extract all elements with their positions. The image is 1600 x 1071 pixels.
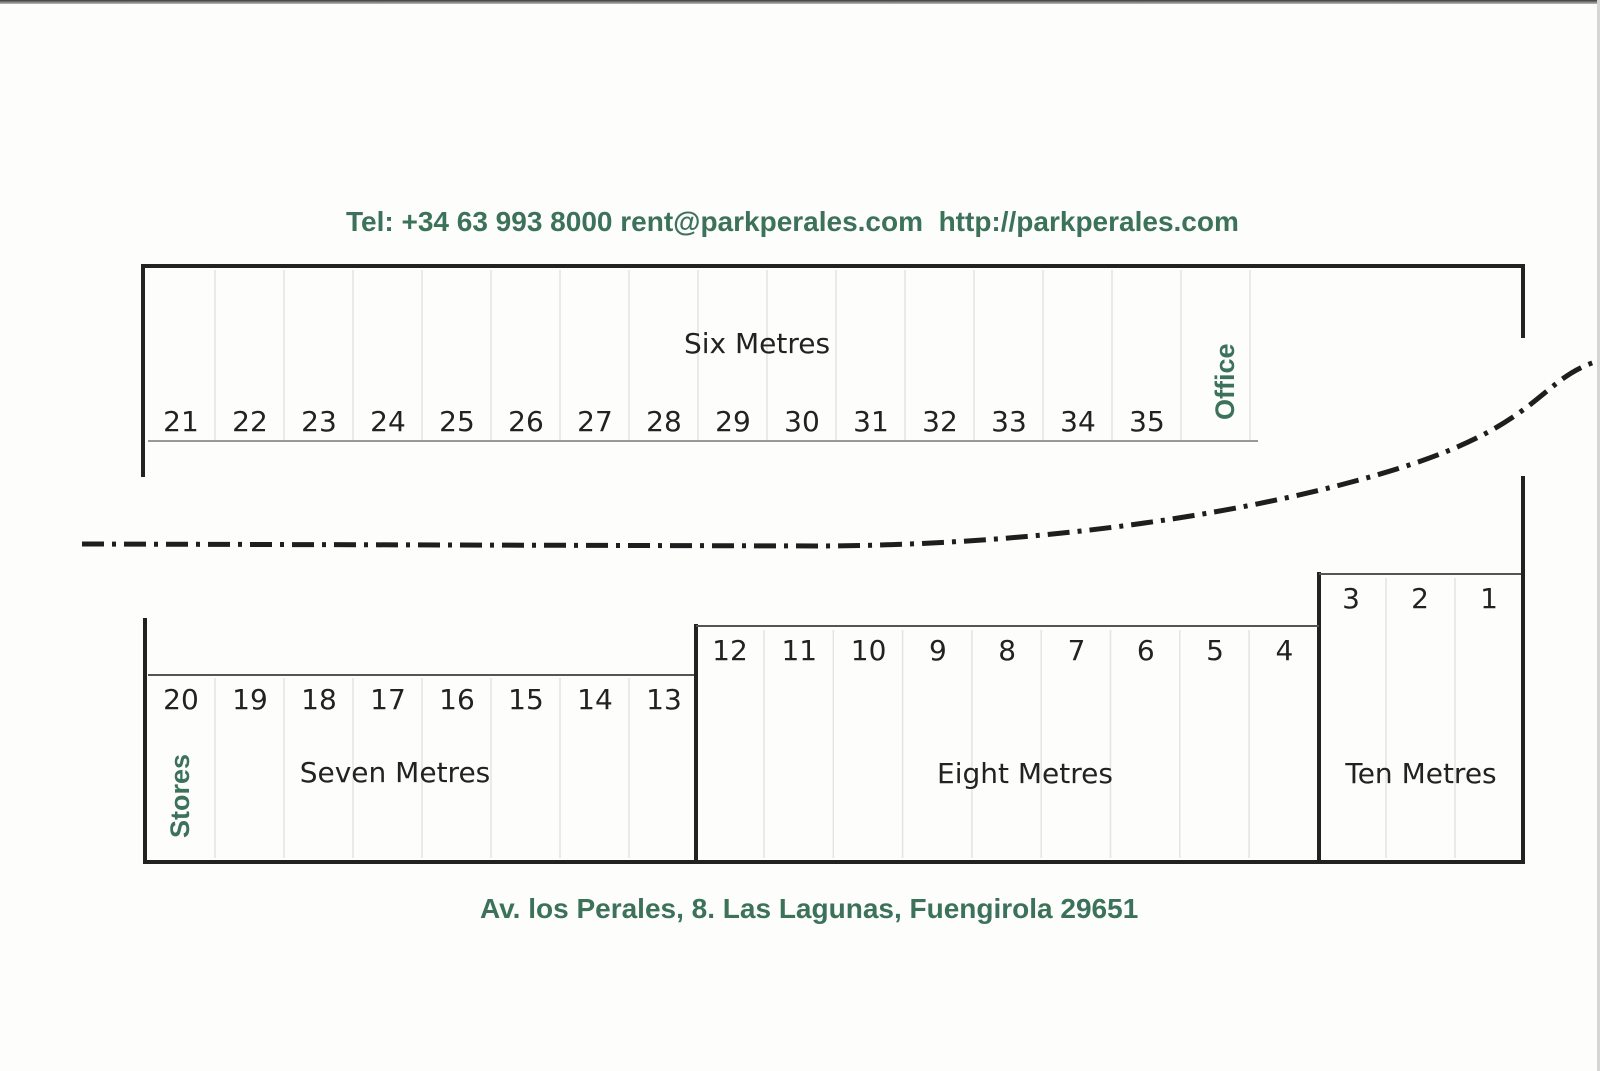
unit-number: 34 [1060, 405, 1096, 438]
bottom-right-units: 3 2 1 [1342, 582, 1498, 615]
unit-number: 31 [853, 405, 889, 438]
bottom-buildings [143, 476, 1525, 864]
unit-number: 22 [232, 405, 268, 438]
scan-edge-right [1597, 0, 1600, 1071]
unit-number: 27 [577, 405, 613, 438]
unit-number: 30 [784, 405, 820, 438]
unit-number: 5 [1206, 634, 1224, 667]
unit-number: 14 [577, 683, 613, 716]
top-building [141, 264, 1525, 477]
unit-number: 16 [439, 683, 475, 716]
bottom-thin-lines [148, 573, 1521, 676]
unit-number: 9 [929, 634, 947, 667]
unit-number: 19 [232, 683, 268, 716]
bottom-left-units: 20 19 18 17 16 15 14 13 [163, 683, 682, 716]
unit-number: 11 [781, 634, 817, 667]
stores-label: Stores [165, 754, 195, 838]
unit-dividers [214, 270, 1456, 858]
unit-number: 25 [439, 405, 475, 438]
access-road-line [81, 359, 1596, 549]
unit-number: 21 [163, 405, 199, 438]
unit-number: 35 [1129, 405, 1165, 438]
unit-number: 28 [646, 405, 682, 438]
zone-label-eight: Eight Metres [937, 757, 1113, 790]
unit-number: 23 [301, 405, 337, 438]
contact-line: Tel: +34 63 993 8000 rent@parkperales.co… [346, 206, 1239, 237]
bottom-middle-units: 12 11 10 9 8 7 6 5 4 [712, 634, 1293, 667]
unit-number: 24 [370, 405, 406, 438]
unit-number: 15 [508, 683, 544, 716]
unit-number: 7 [1068, 634, 1086, 667]
zone-label-ten: Ten Metres [1344, 757, 1496, 790]
unit-number: 1 [1480, 582, 1498, 615]
unit-number: 12 [712, 634, 748, 667]
unit-number: 6 [1137, 634, 1155, 667]
unit-number: 4 [1275, 634, 1293, 667]
unit-number: 20 [163, 683, 199, 716]
address-line: Av. los Perales, 8. Las Lagunas, Fuengir… [480, 893, 1139, 924]
unit-number: 18 [301, 683, 337, 716]
scan-edge-top [0, 0, 1600, 4]
unit-number: 32 [922, 405, 958, 438]
unit-number: 2 [1411, 582, 1429, 615]
unit-number: 8 [998, 634, 1016, 667]
top-row-units: 21 22 23 24 25 26 27 28 29 30 31 32 33 34 35 [163, 405, 1165, 438]
unit-number: 10 [851, 634, 887, 667]
unit-number: 13 [646, 683, 682, 716]
office-label: Office [1210, 343, 1240, 420]
unit-number: 3 [1342, 582, 1360, 615]
unit-number: 29 [715, 405, 751, 438]
unit-number: 17 [370, 683, 406, 716]
unit-number: 26 [508, 405, 544, 438]
zone-label-six: Six Metres [684, 327, 830, 360]
zone-label-seven: Seven Metres [300, 756, 491, 789]
unit-number: 33 [991, 405, 1027, 438]
